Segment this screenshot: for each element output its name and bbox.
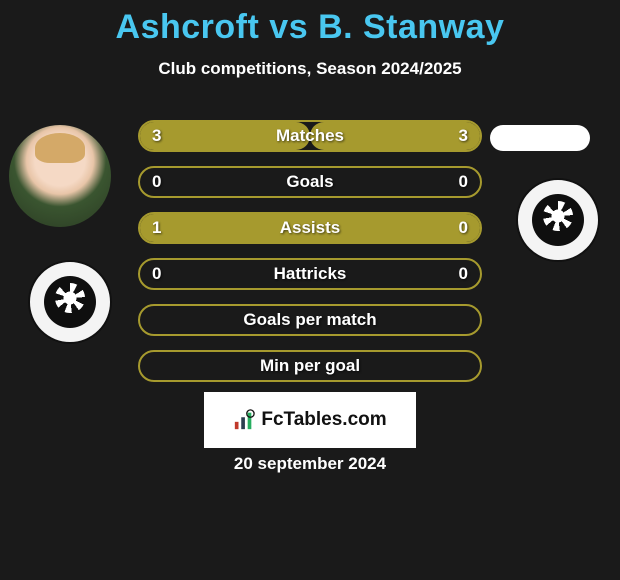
stat-label: Goals per match	[243, 310, 376, 330]
stat-label: Matches	[276, 126, 344, 146]
fctables-icon	[233, 409, 255, 431]
stat-row: 1 0 Assists	[138, 212, 482, 244]
stat-row: Min per goal	[138, 350, 482, 382]
stat-label: Hattricks	[274, 264, 347, 284]
title-vs: vs	[269, 8, 308, 46]
stat-row: Goals per match	[138, 304, 482, 336]
stats-table: 3 3 Matches 0 0 Goals 1 0 Assists 0 0 Hattricks Goal…	[138, 120, 482, 396]
comparison-card: Ashcroft vs B. Stanway Club competitions…	[0, 0, 620, 580]
page-title: Ashcroft vs B. Stanway	[0, 0, 620, 47]
stat-label: Goals	[286, 172, 333, 192]
stat-value-right: 3	[459, 126, 468, 146]
footer-logo-text: FcTables.com	[261, 409, 386, 431]
thistle-icon	[532, 194, 585, 247]
stat-row: 0 0 Goals	[138, 166, 482, 198]
stat-value-right: 0	[459, 218, 468, 238]
title-player-right: B. Stanway	[318, 8, 504, 46]
stat-label: Min per goal	[260, 356, 360, 376]
player-left-photo	[9, 125, 111, 227]
stat-row: 3 3 Matches	[138, 120, 482, 152]
stat-value-left: 0	[152, 172, 161, 192]
stat-row: 0 0 Hattricks	[138, 258, 482, 290]
footer-logo[interactable]: FcTables.com	[204, 392, 416, 448]
thistle-icon	[44, 276, 97, 329]
stat-value-right: 0	[459, 172, 468, 192]
stat-label: Assists	[280, 218, 340, 238]
stat-value-right: 0	[459, 264, 468, 284]
stat-value-left: 3	[152, 126, 161, 146]
stat-value-left: 1	[152, 218, 161, 238]
club-badge-left	[28, 260, 112, 344]
club-badge-right	[516, 178, 600, 262]
subtitle: Club competitions, Season 2024/2025	[0, 59, 620, 79]
title-player-left: Ashcroft	[116, 8, 260, 46]
footer-date: 20 september 2024	[0, 454, 620, 474]
player-right-photo	[490, 125, 590, 151]
stat-value-left: 0	[152, 264, 161, 284]
